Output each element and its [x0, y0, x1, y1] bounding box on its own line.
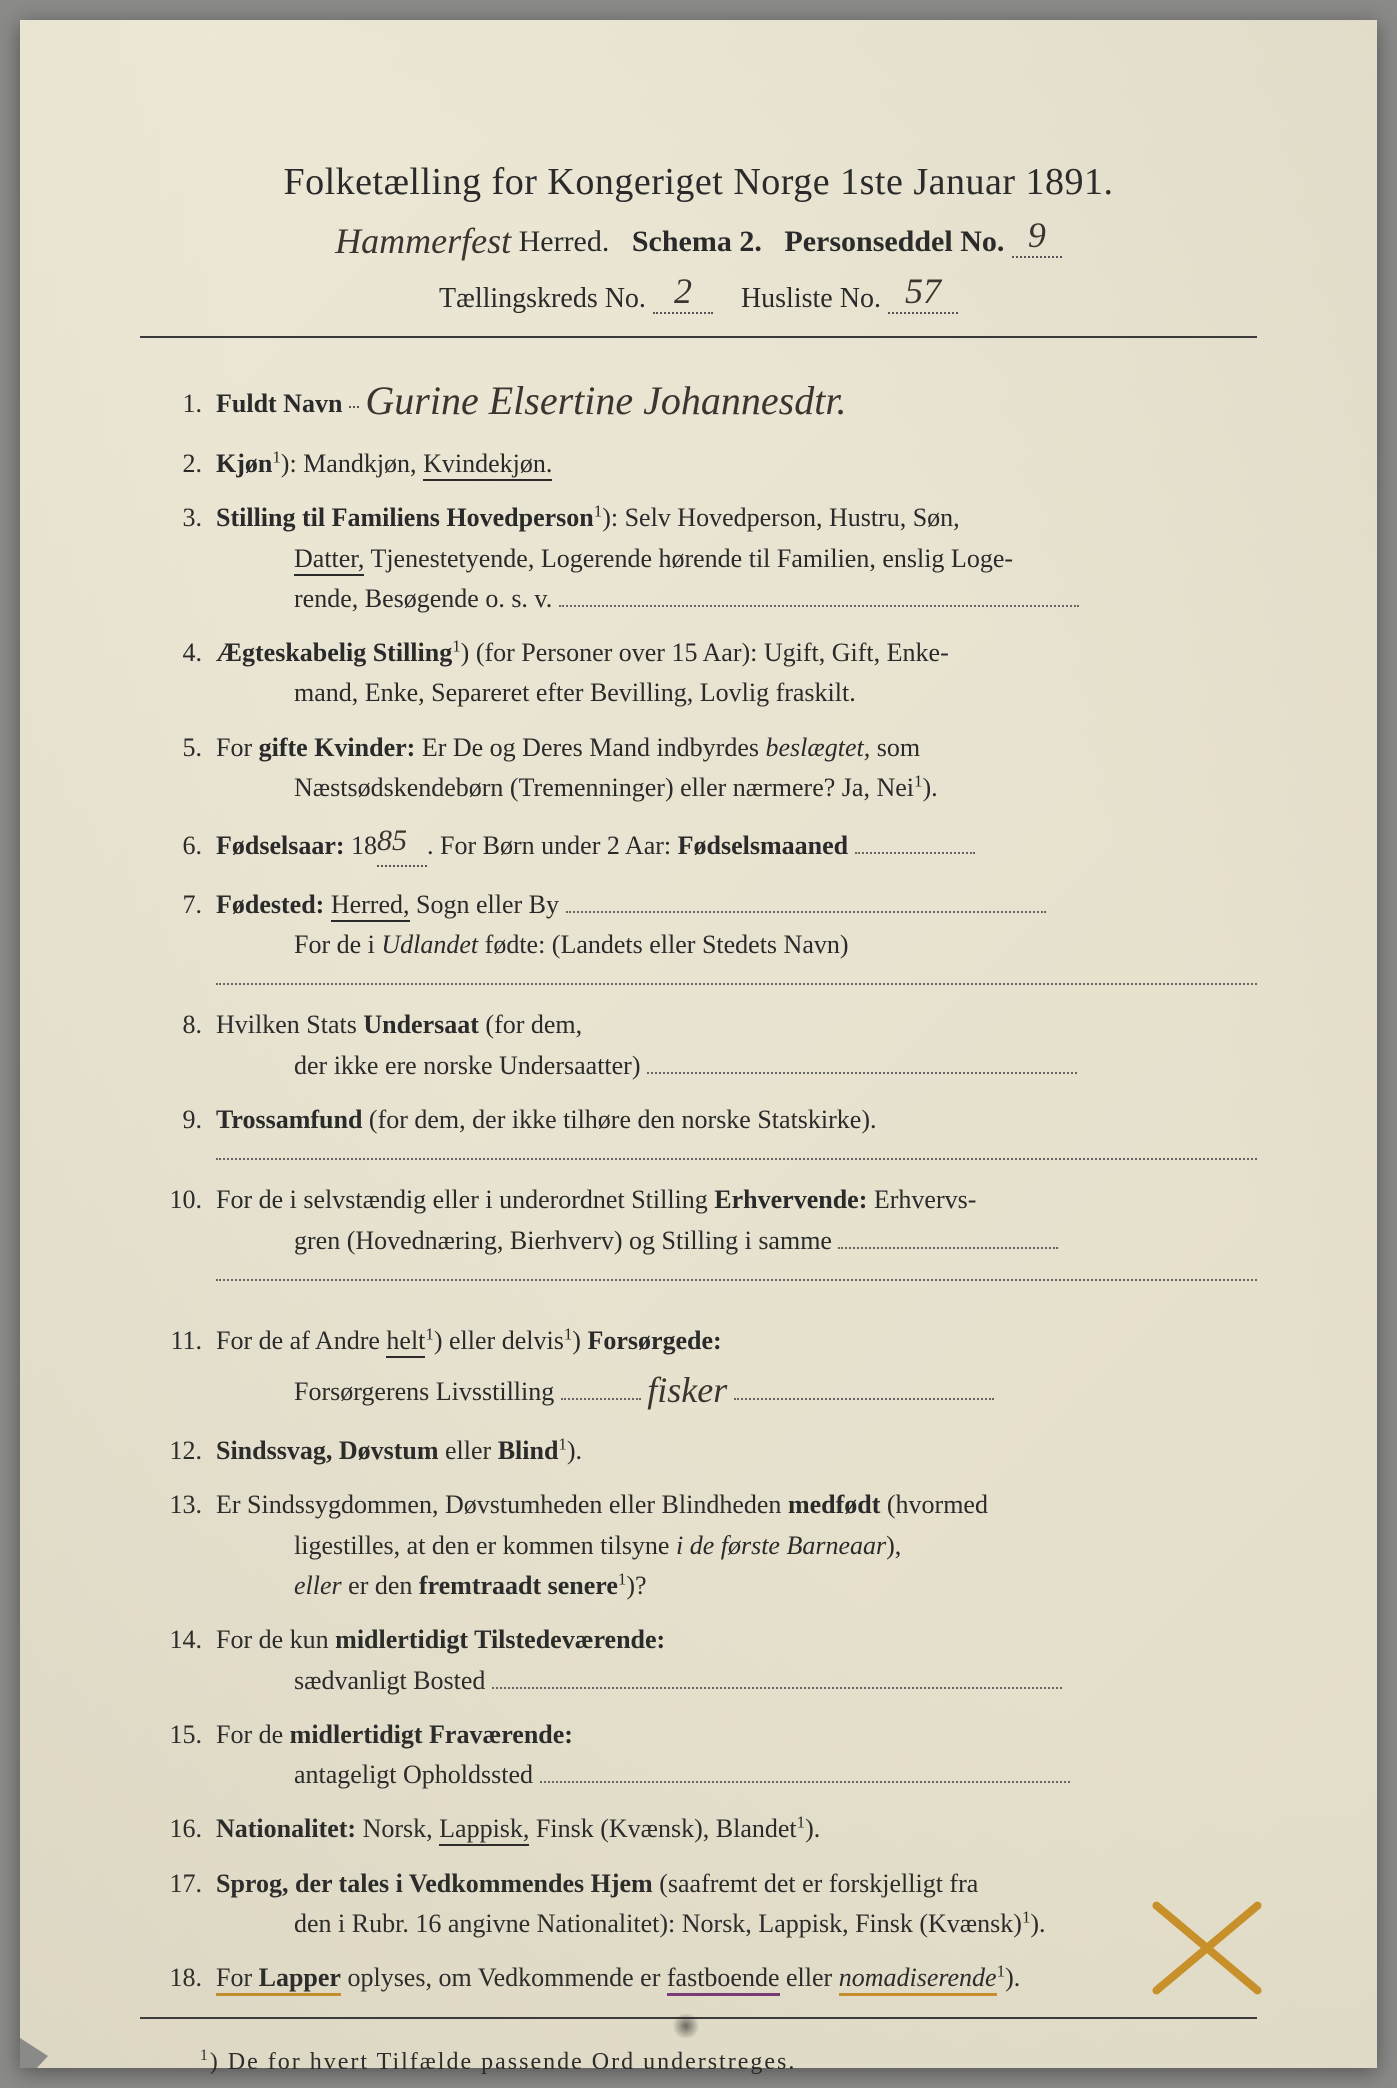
selected-option: Herred,: [331, 890, 410, 922]
entry-body: Kjøn1): Mandkjøn, Kvindekjøn.: [216, 444, 1257, 484]
person-no: 9: [1012, 214, 1062, 258]
field-label: Ægteskabelig Stilling: [216, 638, 452, 667]
occupation-hw: fisker: [647, 1370, 727, 1410]
herred-line: Hammerfest Herred. Schema 2. Personsedde…: [140, 218, 1257, 262]
field-label: Fuldt Navn: [216, 389, 342, 418]
entry-11: 11. For de af Andre helt1) eller delvis1…: [160, 1321, 1257, 1417]
entry-body: Trossamfund (for dem, der ikke tilhøre d…: [216, 1100, 1257, 1166]
entry-6: 6. Fødselsaar: 1885. For Børn under 2 Aa…: [160, 822, 1257, 871]
field-label: Fødselsaar:: [216, 831, 345, 860]
entry-7: 7. Fødested: Herred, Sogn eller By For d…: [160, 885, 1257, 992]
entry-17: 17. Sprog, der tales i Vedkommendes Hjem…: [160, 1864, 1257, 1945]
entry-body: Nationalitet: Norsk, Lappisk, Finsk (Kvæ…: [216, 1809, 1257, 1849]
header-rule: [140, 336, 1257, 338]
entry-4: 4. Ægteskabelig Stilling1) (for Personer…: [160, 633, 1257, 714]
person-label: Personseddel No.: [784, 225, 1004, 258]
entry-body: For gifte Kvinder: Er De og Deres Mand i…: [216, 728, 1257, 809]
name-handwritten: Gurine Elsertine Johannesdtr.: [365, 378, 846, 423]
entry-16: 16. Nationalitet: Norsk, Lappisk, Finsk …: [160, 1809, 1257, 1849]
entry-num: 16.: [160, 1809, 216, 1849]
entry-num: 11.: [160, 1321, 216, 1361]
entry-num: 18.: [160, 1958, 216, 1998]
entry-body: For Lapper oplyses, om Vedkommende er fa…: [216, 1958, 1257, 1998]
entry-num: 4.: [160, 633, 216, 673]
entry-num: 8.: [160, 1005, 216, 1045]
entry-body: Fødselsaar: 1885. For Børn under 2 Aar: …: [216, 822, 1257, 871]
field-label: Sprog, der tales i Vedkommendes Hjem: [216, 1869, 653, 1898]
field-label: Kjøn: [216, 449, 272, 478]
orange-x-mark: [1147, 1888, 1267, 2008]
entry-num: 14.: [160, 1620, 216, 1660]
entry-num: 17.: [160, 1864, 216, 1904]
selected-option: fastboende: [667, 1963, 780, 1996]
entry-body: Er Sindssygdommen, Døvstumheden eller Bl…: [216, 1485, 1257, 1606]
entry-body: Sindssvag, Døvstum eller Blind1).: [216, 1431, 1257, 1471]
field-label: Nationalitet:: [216, 1814, 356, 1843]
entry-8: 8. Hvilken Stats Undersaat (for dem, der…: [160, 1005, 1257, 1086]
entry-2: 2. Kjøn1): Mandkjøn, Kvindekjøn.: [160, 444, 1257, 484]
main-title: Folketælling for Kongeriget Norge 1ste J…: [140, 160, 1257, 204]
selected-option: Datter,: [294, 544, 364, 576]
page-tear: [20, 2038, 48, 2068]
entry-15: 15. For de midlertidigt Fraværende: anta…: [160, 1715, 1257, 1796]
entry-body: Fødested: Herred, Sogn eller By For de i…: [216, 885, 1257, 992]
entry-13: 13. Er Sindssygdommen, Døvstumheden elle…: [160, 1485, 1257, 1606]
field-label: Fødested:: [216, 890, 324, 919]
ink-smudge: [671, 2014, 701, 2038]
entry-body: Sprog, der tales i Vedkommendes Hjem (sa…: [216, 1864, 1257, 1945]
entry-num: 2.: [160, 444, 216, 484]
herred-handwritten: Hammerfest: [335, 221, 511, 261]
entry-num: 15.: [160, 1715, 216, 1755]
entry-num: 13.: [160, 1485, 216, 1525]
entry-1: 1. Fuldt Navn Gurine Elsertine Johannesd…: [160, 368, 1257, 430]
entry-num: 6.: [160, 826, 216, 866]
entry-num: 12.: [160, 1431, 216, 1471]
husliste-label: Husliste No.: [741, 283, 881, 314]
kreds-no: 2: [653, 270, 713, 314]
entry-9: 9. Trossamfund (for dem, der ikke tilhør…: [160, 1100, 1257, 1166]
schema-label: Schema 2.: [632, 225, 762, 258]
entry-num: 10.: [160, 1180, 216, 1220]
entry-body: For de kun midlertidigt Tilstedeværende:…: [216, 1620, 1257, 1701]
selected-option: Kvindekjøn.: [423, 449, 552, 481]
selected-option: Lappisk,: [439, 1814, 529, 1846]
entry-num: 1.: [160, 384, 216, 424]
entry-body: For de af Andre helt1) eller delvis1) Fo…: [216, 1321, 1257, 1417]
entry-body: Fuldt Navn Gurine Elsertine Johannesdtr.: [216, 368, 1257, 430]
entry-10: 10. For de i selvstændig eller i underor…: [160, 1180, 1257, 1287]
footnote: 1) De for hvert Tilfælde passende Ord un…: [140, 2047, 1257, 2076]
field-label: Trossamfund: [216, 1105, 362, 1134]
entry-num: 7.: [160, 885, 216, 925]
entry-num: 5.: [160, 728, 216, 768]
form-header: Folketælling for Kongeriget Norge 1ste J…: [140, 160, 1257, 318]
husliste-no: 57: [888, 270, 958, 314]
entry-18: 18. For Lapper oplyses, om Vedkommende e…: [160, 1958, 1257, 1998]
entry-12: 12. Sindssvag, Døvstum eller Blind1).: [160, 1431, 1257, 1471]
census-form-page: Folketælling for Kongeriget Norge 1ste J…: [20, 20, 1377, 2068]
entry-3: 3. Stilling til Familiens Hovedperson1):…: [160, 498, 1257, 619]
kreds-line: Tællingskreds No. 2 Husliste No. 57: [140, 274, 1257, 318]
herred-label: Herred.: [511, 225, 609, 258]
birth-year-hw: 85: [377, 818, 427, 867]
entry-5: 5. For gifte Kvinder: Er De og Deres Man…: [160, 728, 1257, 809]
entry-body: Hvilken Stats Undersaat (for dem, der ik…: [216, 1005, 1257, 1086]
entry-body: Ægteskabelig Stilling1) (for Personer ov…: [216, 633, 1257, 714]
kreds-label: Tællingskreds No.: [439, 283, 646, 314]
entry-body: Stilling til Familiens Hovedperson1): Se…: [216, 498, 1257, 619]
entry-body: For de midlertidigt Fraværende: antageli…: [216, 1715, 1257, 1796]
entry-num: 3.: [160, 498, 216, 538]
field-label: Stilling til Familiens Hovedperson: [216, 503, 594, 532]
entry-num: 9.: [160, 1100, 216, 1140]
entry-14: 14. For de kun midlertidigt Tilstedevære…: [160, 1620, 1257, 1701]
form-entries: 1. Fuldt Navn Gurine Elsertine Johannesd…: [140, 368, 1257, 1999]
entry-body: For de i selvstændig eller i underordnet…: [216, 1180, 1257, 1287]
